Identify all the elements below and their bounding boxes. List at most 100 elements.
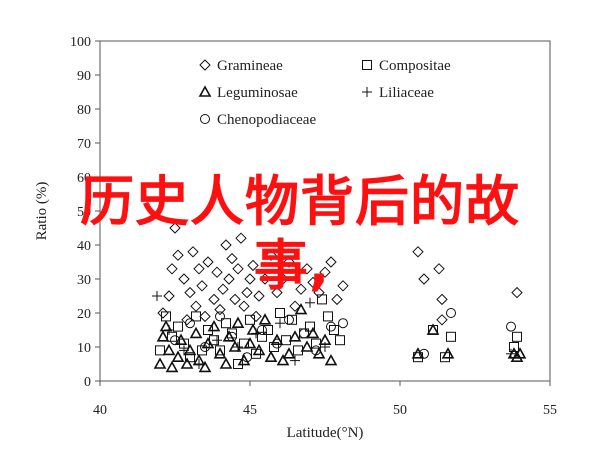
data-point-circle: [272, 338, 282, 349]
data-point-plus: [305, 297, 315, 308]
data-point-square: [185, 352, 195, 363]
data-point-diamond: [295, 283, 307, 295]
data-point-diamond: [301, 263, 313, 275]
data-point-plus: [320, 342, 330, 352]
data-point-circle: [419, 348, 429, 359]
data-point-circle: [185, 318, 195, 329]
y-tick-label: 0: [84, 375, 91, 390]
data-point-triangle: [165, 360, 179, 373]
data-point-diamond: [337, 280, 349, 292]
data-point-diamond: [412, 246, 424, 258]
x-tick-label: 50: [393, 403, 407, 418]
data-point-diamond: [331, 293, 343, 306]
data-point-square: [245, 314, 255, 325]
data-point-triangle: [174, 333, 188, 346]
data-point-diamond: [214, 303, 226, 316]
data-point-square: [167, 331, 177, 342]
data-point-plus: [194, 359, 204, 369]
y-axis: 0 10 20 30 40 50 60 70 80 90 100: [70, 35, 100, 390]
data-point-triangle: [189, 326, 203, 339]
data-point-triangle: [276, 353, 290, 366]
legend: Gramineae Compositae Leguminosae Liliaceae C…: [198, 58, 451, 128]
legend-item-liliaceae: Liliaceae: [362, 85, 434, 101]
data-point-diamond: [217, 283, 229, 295]
plot-frame: [99, 40, 551, 382]
data-point-triangle: [237, 353, 251, 366]
data-point-triangle: [219, 357, 233, 369]
data-point-triangle: [201, 336, 215, 349]
data-point-diamond: [247, 259, 259, 272]
data-point-square: [263, 325, 273, 335]
data-point-diamond: [169, 222, 181, 234]
data-point-triangle: [510, 350, 524, 363]
data-point-diamond: [235, 232, 247, 244]
data-point-diamond: [190, 300, 202, 312]
data-point-plus: [233, 342, 243, 352]
data-point-diamond: [418, 273, 430, 285]
legend-item-leguminosae: Leguminosae: [198, 85, 298, 101]
data-point-triangle: [231, 316, 245, 329]
data-point-circle: [338, 318, 348, 329]
data-point-diamond: [319, 266, 331, 278]
data-point-square: [323, 311, 333, 322]
data-point-diamond: [238, 300, 250, 312]
data-point-plus: [212, 335, 222, 346]
legend-marker-circle: [200, 114, 210, 124]
data-point-diamond: [325, 256, 337, 268]
legend-item-chenopodiaceae: Chenopodiaceae: [200, 112, 316, 128]
data-point-circle: [299, 328, 309, 339]
data-point-plus: [164, 325, 174, 335]
data-point-circle: [284, 314, 294, 325]
x-tick-label: 45: [243, 403, 257, 418]
data-point-diamond: [511, 286, 523, 299]
data-point-square: [221, 318, 231, 329]
data-point-plus: [275, 318, 285, 329]
data-point-plus: [152, 291, 162, 301]
data-point-triangle: [306, 326, 320, 339]
y-tick-label: 20: [77, 307, 91, 322]
data-point-diamond: [436, 293, 448, 306]
data-point-diamond: [244, 273, 256, 285]
data-point-diamond: [226, 252, 238, 265]
data-point-diamond: [157, 307, 169, 319]
y-tick-label: 50: [77, 205, 91, 220]
data-point-diamond: [313, 286, 325, 299]
data-point-diamond: [187, 246, 199, 258]
data-point-diamond: [436, 314, 448, 326]
data-point-diamond: [208, 293, 220, 306]
data-point-diamond: [184, 286, 196, 299]
legend-marker-plus: [362, 87, 372, 97]
data-point-square: [197, 345, 207, 356]
data-point-triangle: [213, 347, 227, 359]
data-point-triangle: [282, 347, 296, 359]
data-point-square: [269, 342, 279, 352]
y-tick-label: 90: [77, 69, 91, 84]
data-point-diamond: [241, 286, 253, 299]
data-point-triangle: [324, 353, 338, 366]
data-point-diamond: [199, 310, 211, 323]
data-point-triangle: [411, 347, 425, 359]
y-axis-title: Ratio (%): [34, 182, 50, 241]
legend-label: Gramineae: [217, 58, 283, 74]
data-point-square: [275, 308, 285, 318]
overlay-title-line-1: 历史人物背后的故: [80, 170, 520, 233]
data-point-triangle: [258, 313, 272, 325]
data-point-triangle: [243, 336, 257, 349]
legend-item-gramineae: Gramineae: [199, 58, 283, 74]
series-chenopodiaceae: [170, 308, 516, 363]
y-tick-label: 10: [77, 341, 91, 356]
data-point-triangle: [153, 357, 167, 369]
data-point-triangle: [162, 343, 176, 356]
y-tick-label: 80: [77, 103, 91, 118]
overlay-title-line-2: 事,: [253, 234, 331, 297]
data-point-diamond: [172, 249, 184, 261]
data-point-diamond: [259, 273, 271, 285]
y-tick-label: 100: [70, 35, 91, 50]
legend-label: Chenopodiaceae: [217, 112, 316, 128]
data-point-circle: [311, 345, 321, 356]
x-tick-label: 40: [93, 403, 107, 418]
legend-label: Compositae: [379, 58, 451, 74]
data-point-square: [305, 321, 315, 332]
data-point-diamond: [232, 263, 244, 275]
data-point-diamond: [202, 256, 214, 268]
